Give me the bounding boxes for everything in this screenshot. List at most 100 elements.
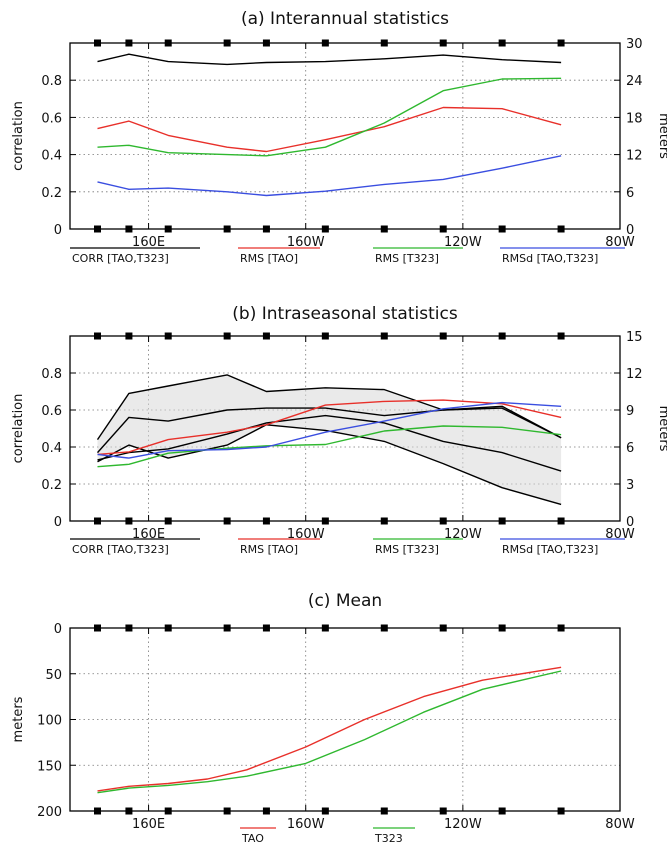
station-marker — [125, 807, 133, 815]
series-line-corr-inner — [97, 414, 562, 472]
panel-title: (c) Mean — [308, 591, 382, 611]
plot-frame — [69, 42, 621, 230]
x-tick-label: 160W — [287, 235, 325, 250]
x-tick-label: 80W — [605, 817, 635, 832]
station-marker — [321, 39, 329, 47]
station-marker — [164, 517, 172, 525]
series-line-rms-t323 — [97, 425, 562, 468]
y-right-axis-label: meters — [656, 113, 667, 159]
station-marker — [498, 225, 506, 233]
y-tick-label: 0.4 — [41, 441, 62, 456]
y-right-tick-label: 12 — [626, 149, 643, 164]
station-marker — [380, 332, 388, 340]
legend-label: RMSd [TAO,T323] — [502, 252, 598, 265]
station-marker — [223, 225, 231, 233]
station-marker — [94, 39, 101, 47]
x-tick-label: 120W — [444, 235, 482, 250]
station-marker — [223, 39, 231, 47]
panel-c: (c) Mean 160E 160W 120W 80W 0 50 100 150 200 meter… — [11, 591, 635, 845]
station-marker — [380, 624, 388, 632]
station-marker — [498, 332, 506, 340]
station-marker — [262, 624, 270, 632]
y-tick-label: 200 — [37, 805, 62, 820]
station-marker — [94, 624, 101, 632]
legend-label: TAO — [241, 832, 264, 845]
station-marker — [125, 332, 133, 340]
station-marker — [94, 332, 101, 340]
series-line-t323 — [97, 670, 562, 794]
station-marker — [498, 807, 506, 815]
series-line-corr-upper — [96, 374, 562, 440]
station-marker — [380, 39, 388, 47]
y-tick-label: 0 — [54, 622, 62, 637]
series-line-tao — [97, 666, 562, 792]
series-line-rms-tao — [97, 399, 562, 456]
y-tick-label: 0.8 — [41, 74, 62, 89]
station-marker — [321, 807, 329, 815]
station-marker — [557, 517, 565, 525]
station-marker — [94, 517, 101, 525]
series-line-rms-tao — [97, 106, 562, 153]
station-marker — [380, 517, 388, 525]
y-right-tick-label: 6 — [626, 186, 634, 201]
station-marker — [439, 332, 447, 340]
legend-label: T323 — [374, 832, 403, 845]
series-line-rmsd-tao-t323 — [97, 401, 562, 459]
station-marker — [439, 517, 447, 525]
station-marker — [164, 332, 172, 340]
station-marker — [557, 225, 565, 233]
station-marker — [498, 624, 506, 632]
y-right-tick-label: 3 — [626, 478, 634, 493]
station-marker — [321, 332, 329, 340]
y-tick-label: 0 — [54, 223, 62, 238]
panel-title: (a) Interannual statistics — [241, 9, 449, 29]
x-tick-label: 160W — [287, 527, 325, 542]
station-marker — [439, 807, 447, 815]
y-right-tick-label: 0 — [626, 515, 634, 530]
y-right-tick-label: 15 — [626, 330, 643, 345]
station-marker — [223, 332, 231, 340]
station-marker — [262, 39, 270, 47]
station-marker — [557, 807, 565, 815]
x-tick-label: 160E — [132, 527, 165, 542]
station-marker — [125, 39, 133, 47]
y-tick-label: 100 — [37, 714, 62, 729]
series-line-rms-t323 — [97, 77, 562, 157]
station-marker — [223, 624, 231, 632]
station-marker — [125, 517, 133, 525]
station-marker — [321, 225, 329, 233]
y-axis-label: correlation — [11, 394, 26, 464]
panel-title: (b) Intraseasonal statistics — [232, 304, 458, 324]
station-marker — [94, 225, 101, 233]
station-marker — [164, 39, 172, 47]
station-marker — [223, 807, 231, 815]
station-marker — [164, 807, 172, 815]
station-marker — [498, 517, 506, 525]
y-tick-label: 150 — [37, 759, 62, 774]
x-tick-label: 120W — [444, 527, 482, 542]
x-tick-label: 160E — [132, 817, 165, 832]
y-tick-label: 0.2 — [41, 478, 62, 493]
panel-b: (b) Intraseasonal statistics 160E 160W 120W… — [11, 304, 667, 556]
y-axis-label: meters — [11, 696, 26, 742]
y-tick-label: 0.8 — [41, 367, 62, 382]
legend-label: RMS [TAO] — [240, 252, 298, 265]
y-tick-label: 0 — [54, 515, 62, 530]
correlation-band — [97, 374, 562, 505]
y-tick-label: 0.4 — [41, 149, 62, 164]
station-marker — [125, 624, 133, 632]
station-marker — [94, 807, 101, 815]
series-line-corr-tao-t323 — [97, 53, 562, 66]
legend-label: CORR [TAO,T323] — [72, 543, 169, 556]
station-marker — [439, 624, 447, 632]
y-axis-label: correlation — [11, 101, 26, 171]
station-marker — [557, 39, 565, 47]
legend-label: RMSd [TAO,T323] — [502, 543, 598, 556]
y-right-tick-label: 12 — [626, 367, 643, 382]
station-marker — [439, 225, 447, 233]
y-tick-label: 0.2 — [41, 186, 62, 201]
y-right-tick-label: 0 — [626, 223, 634, 238]
x-tick-label: 80W — [605, 527, 635, 542]
station-marker — [262, 807, 270, 815]
